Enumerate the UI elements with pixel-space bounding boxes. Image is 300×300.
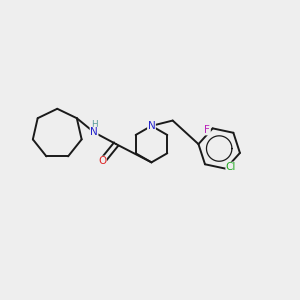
Text: O: O xyxy=(98,156,106,166)
Text: N: N xyxy=(148,121,155,131)
Text: N: N xyxy=(90,127,98,137)
Text: F: F xyxy=(204,125,210,135)
Text: Cl: Cl xyxy=(226,162,236,172)
Text: H: H xyxy=(91,121,98,130)
